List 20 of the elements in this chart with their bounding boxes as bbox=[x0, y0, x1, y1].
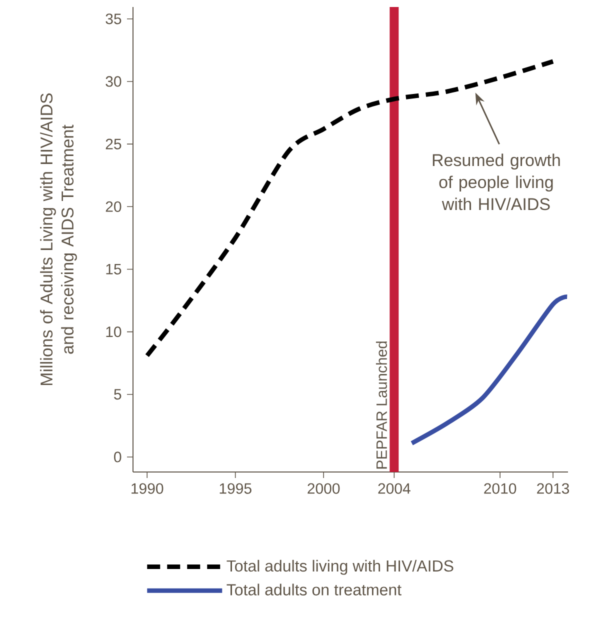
y-tick-label: 35 bbox=[106, 14, 122, 24]
x-tick-label: 2000 bbox=[308, 483, 340, 494]
y-tick-label: 15 bbox=[106, 264, 122, 274]
x-tick-label: 2013 bbox=[537, 483, 570, 494]
ref-line-label: PEPFAR Launched bbox=[376, 342, 387, 469]
x-tick-label: 2004 bbox=[378, 483, 410, 494]
annotation: Resumed growth of people living with HIV/AIDS bbox=[432, 154, 560, 210]
y-tick-label: 0 bbox=[114, 452, 122, 462]
y-tick-label: 5 bbox=[114, 389, 122, 400]
y-tick-label: 25 bbox=[106, 138, 122, 150]
x-tick-label: 1990 bbox=[132, 483, 164, 494]
y-tick-label: 30 bbox=[106, 76, 122, 87]
x-tick-label: 1995 bbox=[220, 483, 252, 494]
y-axis-title: Millions of Adults Living with HIV/AIDS and receiving AIDS Treatment bbox=[40, 93, 77, 386]
x-tick-label: 2010 bbox=[484, 483, 516, 494]
y-tick-label: 20 bbox=[106, 201, 122, 212]
legend-label: Total adults living with HIV/AIDS bbox=[226, 560, 454, 575]
legend-label: Total adults on treatment bbox=[226, 584, 402, 596]
line-series bbox=[410, 294, 570, 446]
y-tick-label: 10 bbox=[106, 326, 122, 338]
